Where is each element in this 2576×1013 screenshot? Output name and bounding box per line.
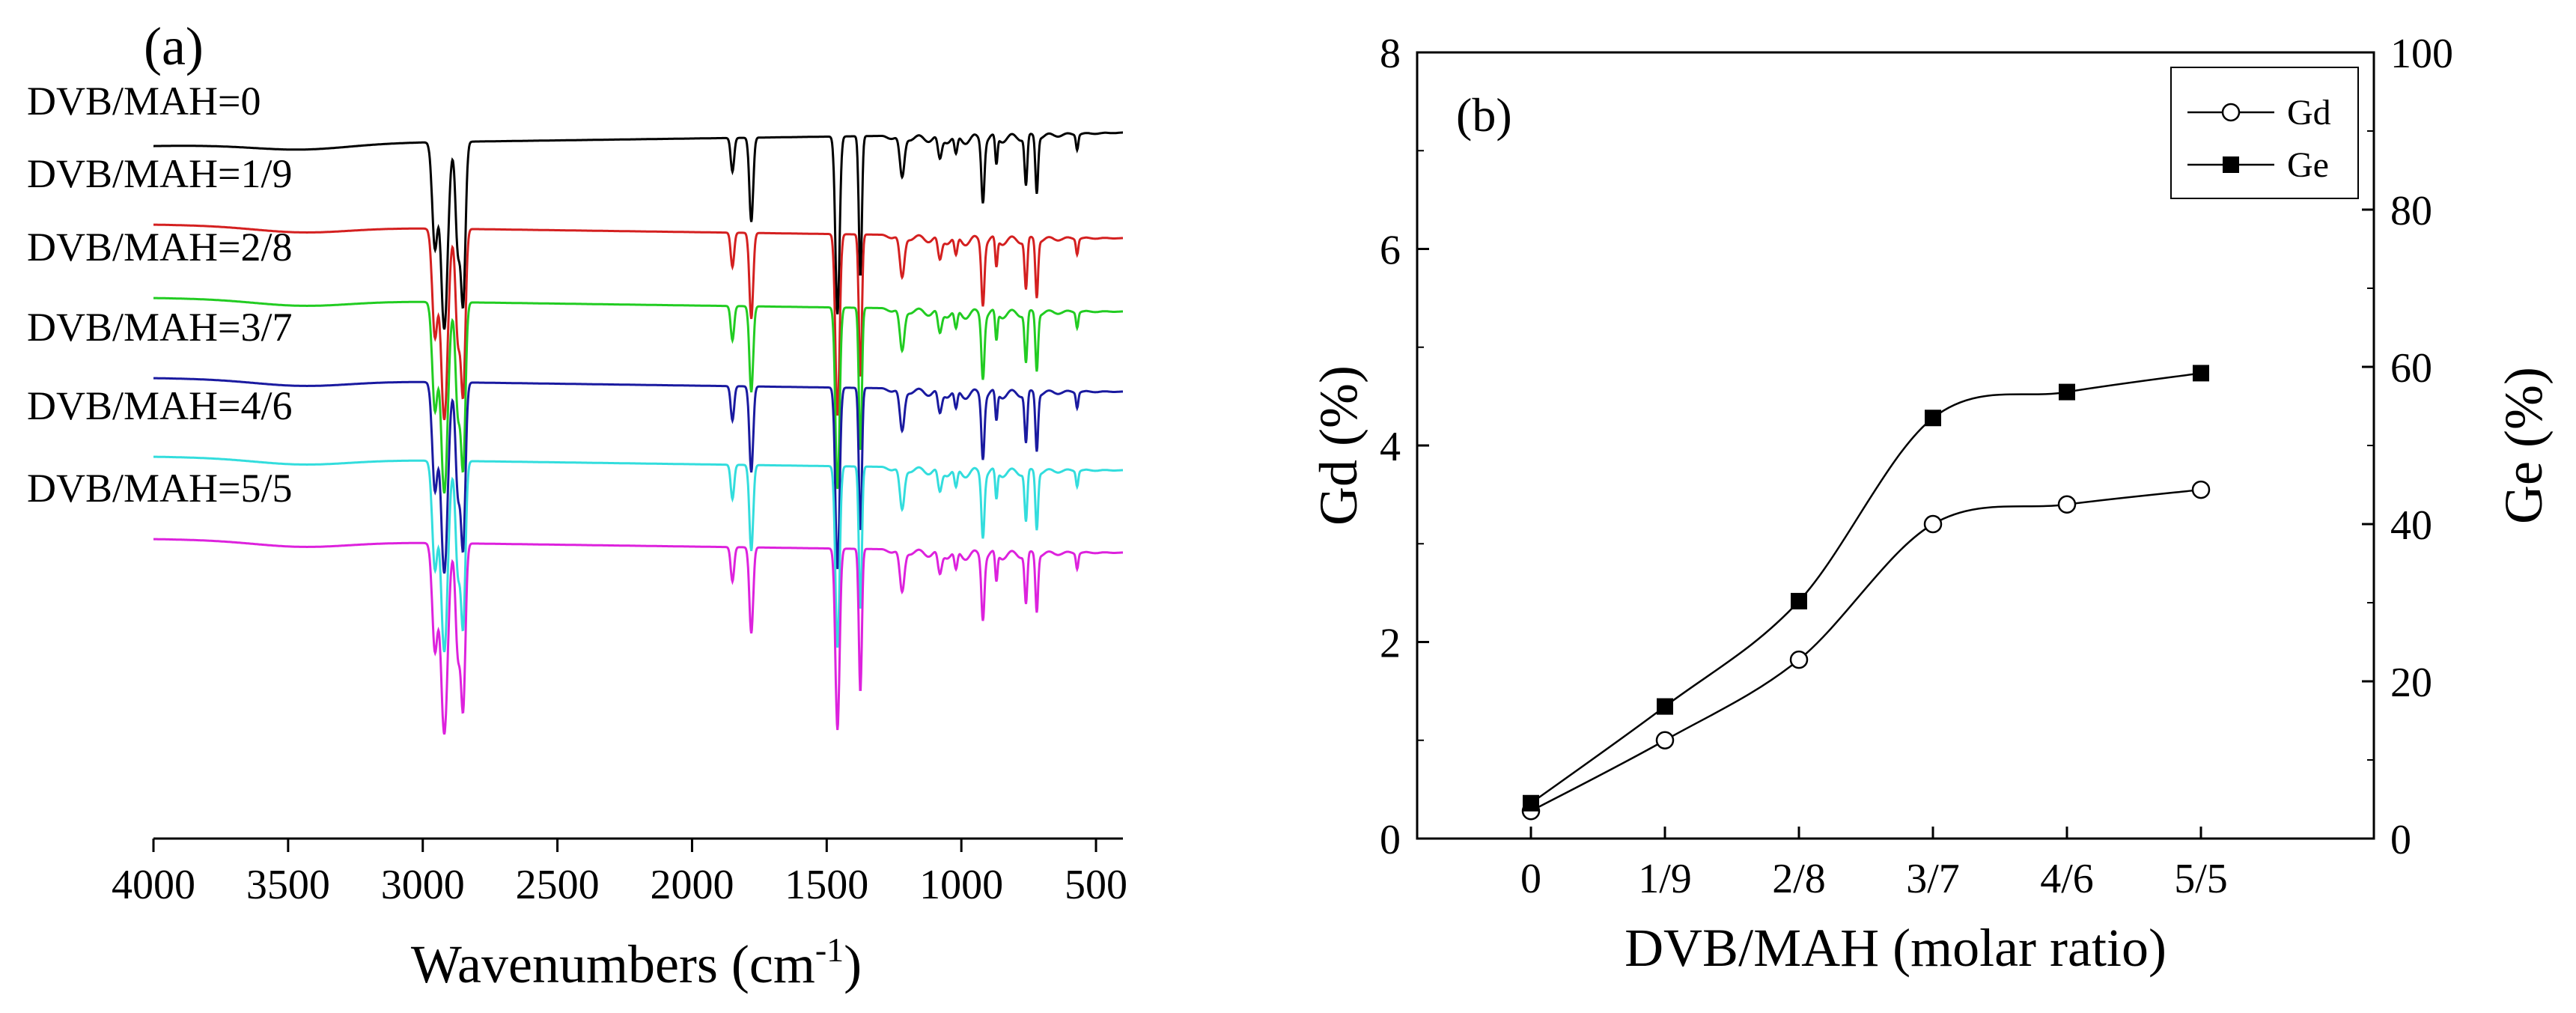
panel-b-x-axis-title: DVB/MAH (molar ratio) xyxy=(1625,918,2167,978)
point-gd xyxy=(2057,495,2077,514)
panel-b-label: (b) xyxy=(1456,88,1512,142)
left-y-tick-label: 8 xyxy=(1380,31,1401,77)
panel-a-label: (a) xyxy=(144,16,204,76)
panel-b-legend: Gd Ge xyxy=(2170,67,2359,199)
panel-a-x-tick-label: 4000 xyxy=(112,862,195,908)
series-label: DVB/MAH=3/7 xyxy=(27,305,292,350)
point-ge xyxy=(1523,794,1539,812)
right-y-tick-label: 20 xyxy=(2390,660,2432,706)
point-ge xyxy=(2193,365,2209,382)
panel-a-x-tick-label: 2000 xyxy=(650,862,734,908)
panel-a-x-tick-label: 1500 xyxy=(785,862,868,908)
x-tick-label: 2/8 xyxy=(1772,856,1826,902)
series-label: DVB/MAH=5/5 xyxy=(27,466,292,511)
right-y-tick-label: 100 xyxy=(2390,31,2453,77)
x-tick-label: 1/9 xyxy=(1638,856,1692,902)
series-label: DVB/MAH=0 xyxy=(27,79,261,124)
panel-a-x-ticks: 4000 3500 3000 2500 2000 1500 1000 500 xyxy=(112,839,1127,908)
left-y-tick-label: 0 xyxy=(1380,817,1401,863)
panel-b-left-y-axis-title: Gd (%) xyxy=(1309,365,1368,526)
panel-a-x-tick-label: 500 xyxy=(1065,862,1127,908)
spectrum-0 xyxy=(153,131,1123,330)
panel-a-x-axis-title: Wavenumbers (cm-1) xyxy=(411,931,862,994)
point-gd xyxy=(1789,650,1809,669)
panel-a-x-tick-label: 3000 xyxy=(381,862,465,908)
panel-a-x-tick-label: 1000 xyxy=(919,862,1003,908)
spectrum-5 xyxy=(153,538,1123,735)
series-label: DVB/MAH=4/6 xyxy=(27,383,292,428)
point-ge xyxy=(1925,410,1941,427)
spectrum-3 xyxy=(153,377,1123,574)
right-y-tick-label: 0 xyxy=(2390,817,2411,863)
point-ge xyxy=(2059,383,2075,401)
spectrum-2 xyxy=(153,296,1123,494)
panel-b-left-y-ticks: 0 2 4 6 8 xyxy=(1380,31,1429,863)
panel-a-spectra xyxy=(153,131,1123,735)
x-tick-label: 3/7 xyxy=(1906,856,1960,902)
legend-box xyxy=(2170,67,2359,199)
left-y-tick-label: 2 xyxy=(1380,621,1401,667)
panel-b-right-y-ticks: 0 20 40 60 80 100 xyxy=(2362,31,2453,863)
legend-gd-marker xyxy=(2221,103,2241,122)
panel-a-series-labels: DVB/MAH=0 DVB/MAH=1/9 DVB/MAH=2/8 DVB/MAH=3… xyxy=(27,79,292,511)
panel-b-right-y-axis-title: Ge (%) xyxy=(2494,367,2554,524)
series-label: DVB/MAH=1/9 xyxy=(27,151,292,196)
right-y-tick-label: 60 xyxy=(2390,345,2432,392)
point-gd xyxy=(1655,731,1675,749)
panel-b-series xyxy=(1521,365,2211,821)
series-line-gd xyxy=(1530,488,2202,812)
legend-gd-label: Gd xyxy=(2287,93,2331,133)
x-tick-label: 5/5 xyxy=(2174,856,2228,902)
panel-b-x-ticks: 0 1/9 2/8 3/7 4/6 5/5 xyxy=(1520,827,2228,902)
series-label: DVB/MAH=2/8 xyxy=(27,225,292,270)
spectrum-1 xyxy=(153,223,1123,421)
panel-a: (a) DVB/MAH=0DVB/MAH=1/9DVB/MAH=2/8DVB/M… xyxy=(27,16,1127,994)
legend-ge-label: Ge xyxy=(2287,145,2329,185)
point-ge xyxy=(1791,592,1807,609)
x-tick-label: 0 xyxy=(1520,856,1541,902)
panel-a-x-tick-label: 3500 xyxy=(246,862,330,908)
left-y-tick-label: 6 xyxy=(1380,228,1401,274)
point-gd xyxy=(1923,514,1943,534)
legend-ge-marker xyxy=(2223,156,2239,173)
point-gd xyxy=(2191,480,2211,499)
x-tick-label: 4/6 xyxy=(2040,856,2094,902)
left-y-tick-label: 4 xyxy=(1380,424,1401,470)
right-y-tick-label: 80 xyxy=(2390,188,2432,234)
right-y-tick-label: 40 xyxy=(2390,502,2432,549)
panel-a-x-tick-label: 2500 xyxy=(516,862,600,908)
point-ge xyxy=(1657,698,1673,715)
spectrum-4 xyxy=(153,455,1123,653)
